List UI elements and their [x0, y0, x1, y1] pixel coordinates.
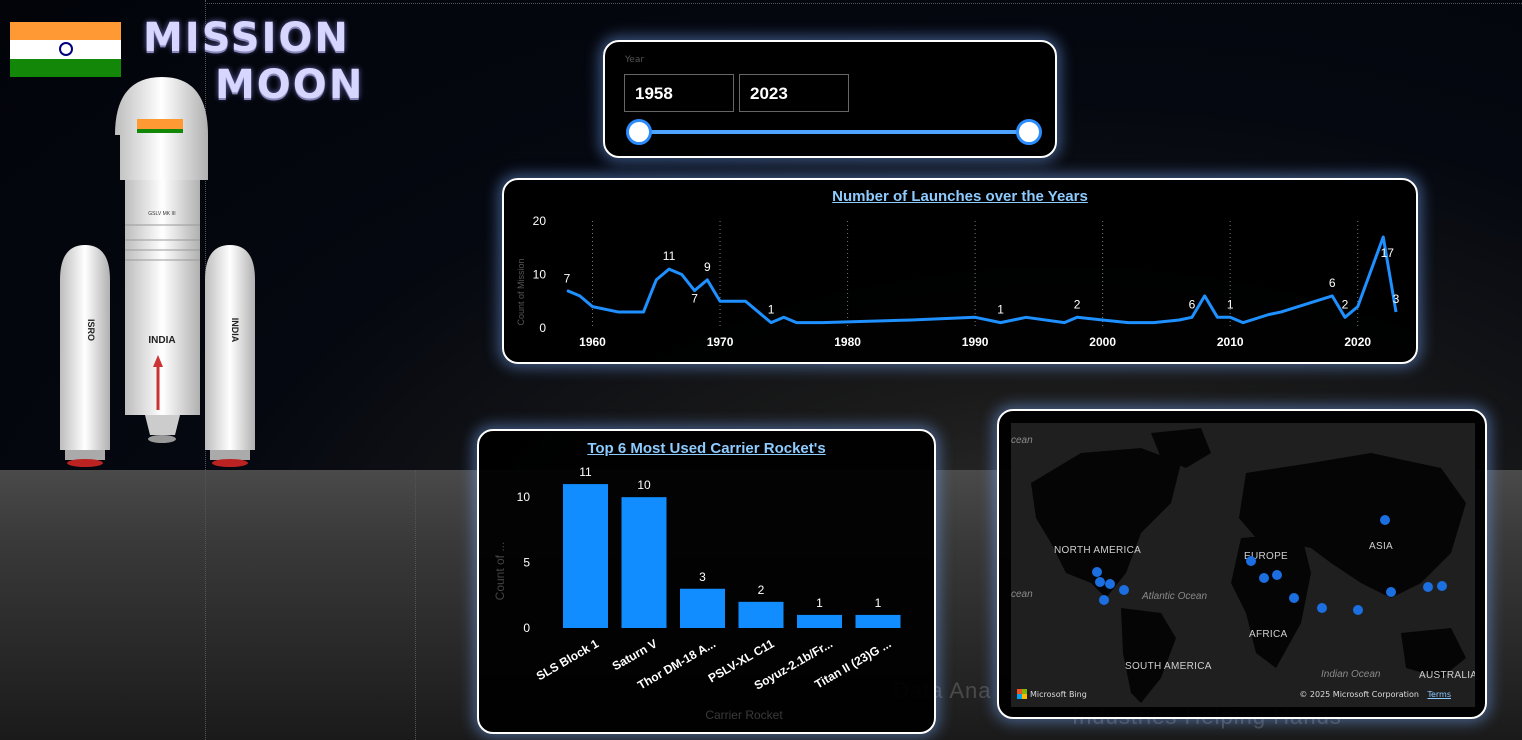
line-chart-data-label: 7 — [691, 292, 698, 306]
world-map-landmass — [1031, 428, 1466, 703]
line-chart-x-tick: 1970 — [707, 335, 734, 349]
divider-vertical — [415, 470, 416, 740]
bar-chart-y-tick: 5 — [523, 556, 530, 570]
line-chart-x-tick: 2000 — [1089, 335, 1116, 349]
bar-chart-data-label: 1 — [816, 596, 823, 610]
map-ocean-indian: Indian Ocean — [1321, 669, 1381, 680]
map-launch-site-dot[interactable] — [1353, 605, 1363, 615]
india-flag-icon — [10, 22, 121, 77]
line-chart-data-label: 11 — [663, 249, 676, 263]
map-card: NORTH AMERICA EUROPE ASIA AFRICA SOUTH A… — [997, 409, 1487, 719]
map-launch-site-dot[interactable] — [1095, 577, 1105, 587]
line-chart-x-tick: 2010 — [1217, 335, 1244, 349]
map-label-south-america: SOUTH AMERICA — [1125, 661, 1212, 672]
line-chart-data-label: 3 — [1393, 292, 1400, 306]
map-label-africa: AFRICA — [1249, 629, 1288, 640]
line-chart-data-label: 6 — [1189, 297, 1196, 311]
bar-chart-x-tick: SLS Block 1 — [534, 636, 601, 683]
launches-chart-card: Number of Launches over the Years Count … — [502, 178, 1418, 364]
map-copyright: © 2025 Microsoft Corporation — [1299, 690, 1419, 699]
map-launch-site-dot[interactable] — [1317, 603, 1327, 613]
microsoft-logo-icon — [1017, 689, 1027, 699]
line-chart-data-label: 1 — [1227, 297, 1234, 311]
map-launch-site-dot[interactable] — [1105, 579, 1115, 589]
year-slider-track[interactable] — [639, 130, 1029, 134]
map-launch-site-dot[interactable] — [1423, 582, 1433, 592]
line-chart-x-tick: 2020 — [1344, 335, 1371, 349]
line-chart-series-line[interactable] — [566, 235, 1398, 325]
map-launch-site-dot[interactable] — [1272, 570, 1282, 580]
line-chart-data-label: 2 — [1342, 297, 1349, 311]
title-line-1: MISSION — [143, 15, 350, 61]
year-slider-end-handle[interactable] — [1016, 119, 1042, 145]
map-label-asia: ASIA — [1369, 541, 1393, 552]
line-chart-x-tick: 1980 — [834, 335, 861, 349]
map-label-north-america: NORTH AMERICA — [1054, 545, 1142, 556]
line-chart-data-label: 2 — [1074, 297, 1081, 311]
launches-chart-title[interactable]: Number of Launches over the Years — [832, 188, 1088, 205]
world-map[interactable]: NORTH AMERICA EUROPE ASIA AFRICA SOUTH A… — [1011, 423, 1475, 707]
bar-chart-data-label: 1 — [875, 596, 882, 610]
bar-chart-y-tick: 10 — [517, 490, 531, 504]
launches-line-chart[interactable]: Count of Mission 0 10 20 1960 1970 1980 1990 200… — [504, 180, 1416, 362]
divider-horizontal — [205, 3, 1522, 4]
bar-chart-data-label: 11 — [579, 465, 592, 479]
rocket-illustration: GSLV MK III INDIA ISRO INDIA — [40, 75, 290, 470]
bar-chart-xlabel: Carrier Rocket — [705, 708, 783, 722]
year-slicer-card: Year 1958 2023 — [603, 40, 1057, 158]
line-chart-data-label: 1 — [997, 303, 1004, 317]
map-launch-site-dot[interactable] — [1092, 567, 1102, 577]
map-ocean-atlantic: Atlantic Ocean — [1142, 591, 1208, 602]
rockets-chart-title[interactable]: Top 6 Most Used Carrier Rocket's — [587, 440, 826, 457]
map-ocean-edge-top: cean — [1011, 435, 1033, 446]
line-chart-ylabel: Count of Mission — [516, 258, 526, 325]
bar-chart-data-label: 10 — [637, 478, 651, 492]
line-chart-y-tick: 0 — [539, 321, 546, 335]
bar-chart-data-label: 3 — [699, 570, 706, 584]
bar-chart-bar[interactable] — [797, 614, 842, 628]
line-chart-x-tick: 1990 — [962, 335, 989, 349]
rocket-left-label: ISRO — [86, 319, 96, 341]
bar-chart-bar[interactable] — [680, 588, 725, 628]
line-chart-data-label: 6 — [1329, 276, 1336, 290]
bar-chart-bar[interactable] — [621, 497, 667, 628]
year-start-input[interactable]: 1958 — [624, 74, 734, 112]
bar-chart-data-label: 2 — [758, 583, 765, 597]
rocket-center-label: INDIA — [148, 335, 175, 346]
bar-chart-y-tick: 0 — [523, 621, 530, 635]
map-launch-site-dot[interactable] — [1259, 573, 1269, 583]
bing-attribution: Microsoft Bing — [1017, 689, 1087, 699]
bar-chart-bar[interactable] — [855, 614, 901, 628]
line-chart-data-label: 1 — [768, 303, 775, 317]
bar-chart-bar[interactable] — [563, 484, 608, 628]
bar-chart-ylabel: Count of ... — [493, 542, 507, 601]
map-label-australia: AUSTRALIA — [1419, 670, 1475, 681]
map-launch-site-dot[interactable] — [1246, 556, 1256, 566]
map-launch-site-dot[interactable] — [1119, 585, 1129, 595]
line-chart-x-tick: 1960 — [579, 335, 606, 349]
map-launch-site-dot[interactable] — [1289, 593, 1299, 603]
map-launch-site-dot[interactable] — [1380, 515, 1390, 525]
bar-chart-bar[interactable] — [738, 601, 784, 628]
line-chart-data-label: 9 — [704, 260, 711, 274]
line-chart-y-tick: 10 — [533, 268, 547, 282]
year-end-input[interactable]: 2023 — [739, 74, 849, 112]
map-terms-link[interactable]: Terms — [1427, 690, 1451, 699]
map-label-europe: EUROPE — [1244, 551, 1289, 562]
map-ocean-edge-left: cean — [1011, 589, 1033, 600]
line-chart-y-tick: 20 — [533, 214, 547, 228]
year-slider-start-handle[interactable] — [626, 119, 652, 145]
line-chart-data-label: 17 — [1381, 246, 1395, 260]
map-launch-site-dot[interactable] — [1386, 587, 1396, 597]
map-launch-site-dot[interactable] — [1099, 595, 1109, 605]
year-slicer-label: Year — [625, 55, 645, 65]
map-launch-site-dot[interactable] — [1437, 581, 1447, 591]
bar-chart-x-tick: Saturn V — [610, 636, 660, 673]
title-line-2: MOON — [215, 62, 365, 108]
rocket-model-label: GSLV MK III — [148, 211, 175, 217]
rockets-chart-card: Top 6 Most Used Carrier Rocket's Count o… — [477, 429, 936, 734]
line-chart-data-label: 7 — [564, 272, 571, 286]
rocket-right-label: INDIA — [230, 318, 240, 343]
